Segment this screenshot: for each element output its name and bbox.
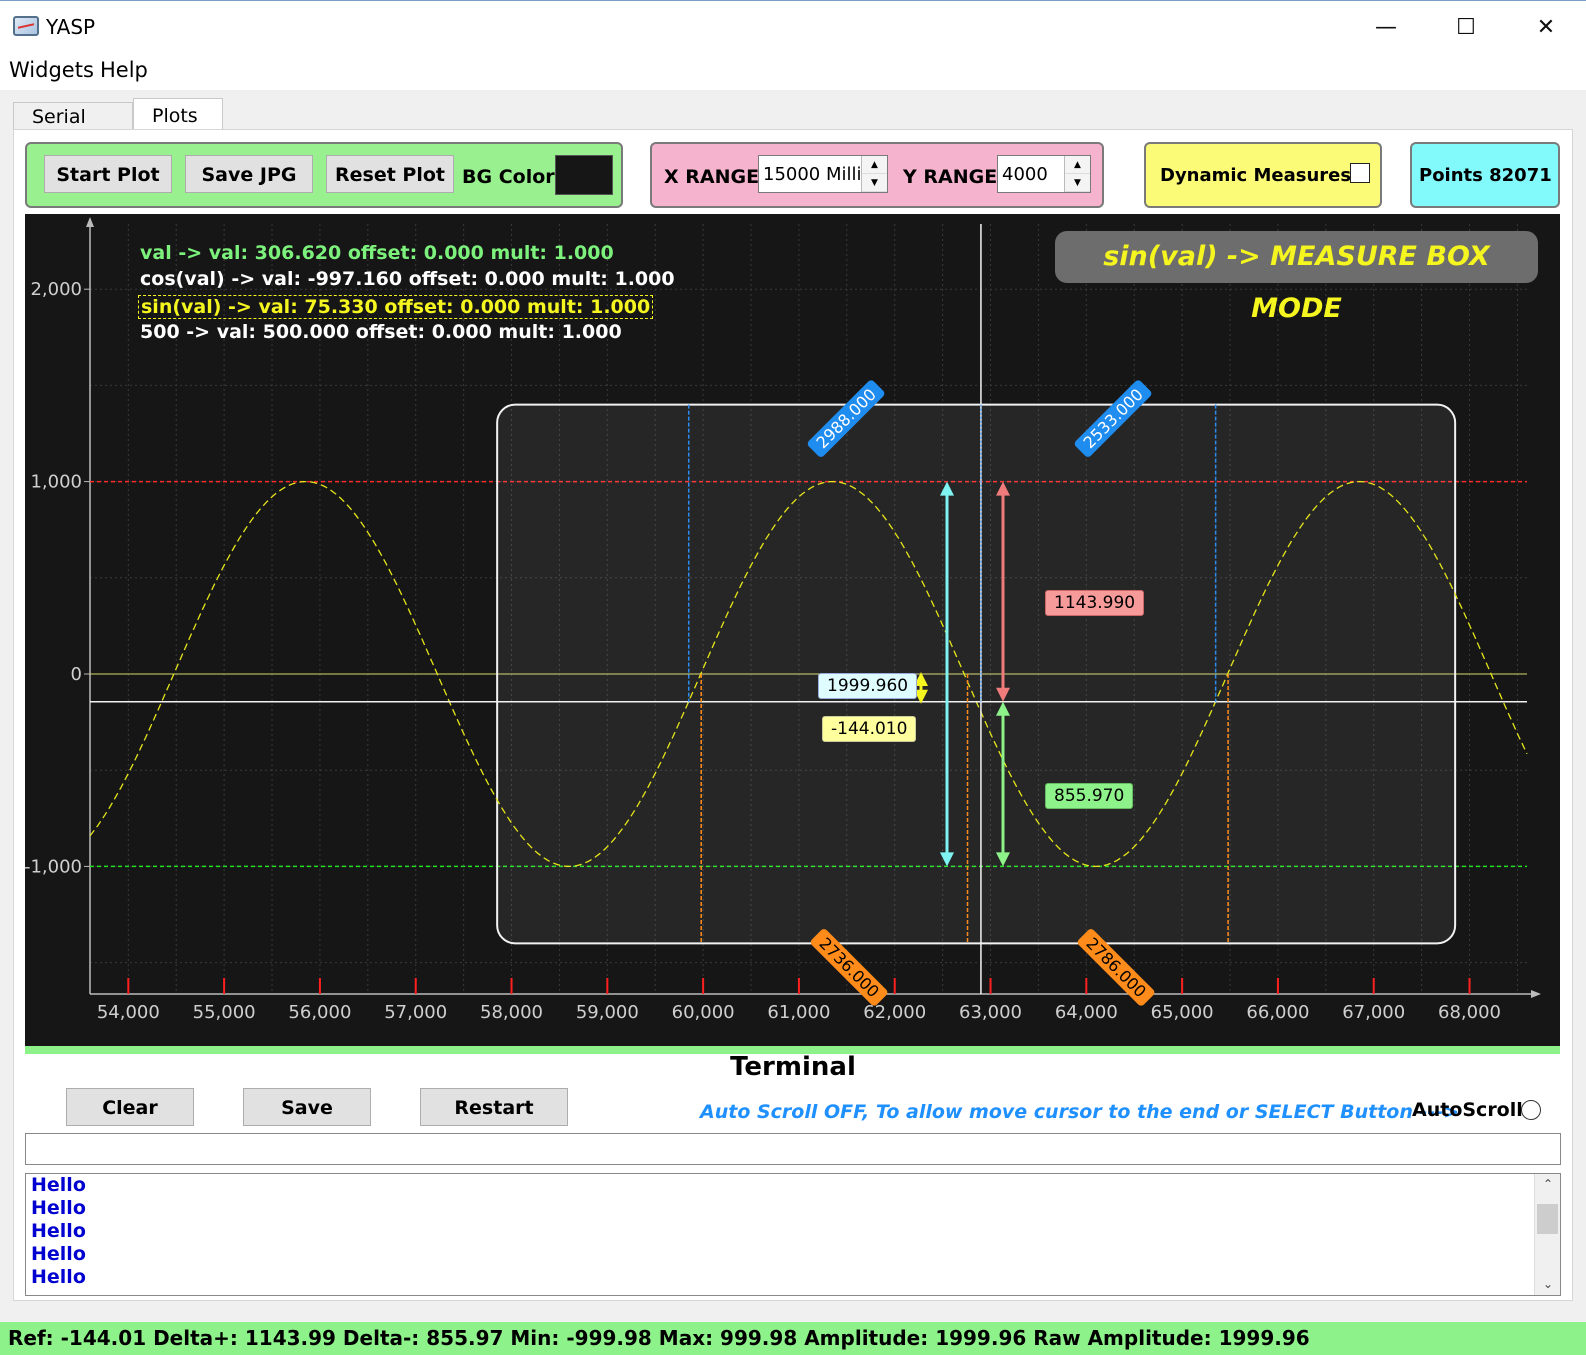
plot-bottom-bar bbox=[25, 1046, 1560, 1054]
x-tick-label: 57,000 bbox=[384, 1002, 447, 1023]
ref-arrow-head-icon bbox=[914, 672, 928, 686]
bg-color-swatch[interactable] bbox=[555, 155, 613, 195]
terminal-scrollbar[interactable]: ⌃ ⌄ bbox=[1534, 1174, 1560, 1295]
y-tick-label: 1,000 bbox=[30, 472, 82, 493]
y-range-spinbox[interactable]: 4000 ▲ ▼ bbox=[997, 155, 1091, 193]
points-counter: Points 82071 bbox=[1419, 165, 1552, 186]
x-tick-label: 68,000 bbox=[1438, 1002, 1501, 1023]
y-range-value: 4000 bbox=[1002, 164, 1048, 185]
terminal-clear-button[interactable]: Clear bbox=[66, 1088, 194, 1126]
x-tick-label: 60,000 bbox=[672, 1002, 735, 1023]
legend-entry[interactable]: 500 -> val: 500.000 offset: 0.000 mult: … bbox=[140, 321, 622, 343]
scrollbar-thumb[interactable] bbox=[1537, 1204, 1558, 1234]
title-bar: YASP — ☐ ✕ bbox=[0, 0, 1586, 54]
dynamic-measures-checkbox[interactable] bbox=[1350, 163, 1370, 183]
scroll-down-arrow-icon[interactable]: ⌄ bbox=[1542, 1277, 1554, 1291]
sin-series-line bbox=[89, 480, 1528, 868]
amplitude-tag: 1999.960 bbox=[818, 673, 918, 699]
points-counter-group bbox=[1410, 142, 1560, 208]
terminal-command-input[interactable] bbox=[25, 1133, 1561, 1165]
legend-entry[interactable]: val -> val: 306.620 offset: 0.000 mult: … bbox=[140, 242, 614, 264]
tab-plots[interactable]: Plots bbox=[133, 98, 223, 130]
x-range-spinbox[interactable]: 15000 Millis ▲ ▼ bbox=[758, 155, 888, 193]
window-title: YASP bbox=[46, 15, 96, 39]
tab-serial-port[interactable]: Serial Port bbox=[13, 102, 133, 150]
delta-minus-arrow-head-icon bbox=[996, 852, 1010, 867]
y-axis-arrow-icon bbox=[86, 217, 94, 227]
restart-device-button[interactable]: Restart Device bbox=[420, 1088, 568, 1155]
dynamic-measures-label: Dynamic Measures bbox=[1160, 165, 1352, 186]
dynamic-measures-group bbox=[1144, 142, 1382, 208]
x-range-label: X RANGE bbox=[664, 166, 760, 188]
legend-entry[interactable]: cos(val) -> val: -997.160 offset: 0.000 … bbox=[140, 268, 675, 290]
terminal-line: Hello bbox=[31, 1243, 86, 1265]
autoscroll-hint: Auto Scroll OFF, To allow move cursor to… bbox=[700, 1101, 1460, 1123]
delta-minus-tag: 855.970 bbox=[1045, 783, 1134, 809]
x-tick-label: 59,000 bbox=[576, 1002, 639, 1023]
app-chart-icon bbox=[13, 16, 39, 36]
plot-area[interactable]: 54,000 55,000 56,000 57,000 58,000 59,000 60,0… bbox=[25, 214, 1560, 1052]
save-jpg-button[interactable]: Save JPG bbox=[185, 155, 313, 193]
y-tick-label: 0 bbox=[71, 664, 82, 685]
terminal-save-button[interactable]: Save bbox=[243, 1088, 371, 1126]
x-tick-label: 58,000 bbox=[480, 1002, 543, 1023]
delta-minus-arrow-head-icon bbox=[996, 701, 1010, 716]
x-range-value: 15000 Millis bbox=[763, 164, 871, 185]
terminal-title: Terminal bbox=[730, 1052, 856, 1082]
menu-widgets[interactable]: Widgets bbox=[9, 58, 94, 82]
x-tick-label: 65,000 bbox=[1151, 1002, 1214, 1023]
x-tick-label: 64,000 bbox=[1055, 1002, 1118, 1023]
x-tick-label: 56,000 bbox=[288, 1002, 351, 1023]
ref-tag: -144.010 bbox=[822, 716, 917, 742]
x-axis-arrow-icon bbox=[1531, 990, 1541, 998]
close-button[interactable]: ✕ bbox=[1536, 15, 1556, 40]
ref-arrow-head-icon bbox=[914, 689, 928, 704]
x-tick-label: 61,000 bbox=[767, 1002, 830, 1023]
y-tick-label: 2,000 bbox=[30, 279, 82, 300]
bg-color-label: BG Color bbox=[462, 166, 555, 188]
y-tick-label: -1,000 bbox=[25, 856, 82, 877]
x-tick-label: 62,000 bbox=[863, 1002, 926, 1023]
menu-help[interactable]: Help bbox=[100, 58, 148, 82]
amplitude-arrow-head-icon bbox=[940, 481, 954, 496]
terminal-output[interactable]: Hello Hello Hello Hello Hello ⌃ ⌄ bbox=[25, 1173, 1561, 1296]
plot-canvas[interactable]: 54,000 55,000 56,000 57,000 58,000 59,000 60,0… bbox=[25, 214, 1560, 1052]
amplitude-arrow-head-icon bbox=[940, 852, 954, 867]
minimize-button[interactable]: — bbox=[1375, 15, 1397, 40]
terminal-line: Hello bbox=[31, 1174, 86, 1196]
measure-box[interactable] bbox=[496, 403, 1457, 945]
terminal-line: Hello bbox=[31, 1197, 86, 1219]
delta-plus-arrow-head-icon bbox=[996, 481, 1010, 496]
terminal-line: Hello bbox=[31, 1220, 86, 1242]
delta-plus-tag: 1143.990 bbox=[1045, 590, 1145, 616]
x-tick-label: 63,000 bbox=[959, 1002, 1022, 1023]
x-tick-label: 66,000 bbox=[1246, 1002, 1309, 1023]
delta-plus-arrow-head-icon bbox=[996, 687, 1010, 702]
autoscroll-radio[interactable] bbox=[1521, 1100, 1541, 1120]
x-tick-label: 54,000 bbox=[97, 1002, 160, 1023]
menu-bar: Widgets Help bbox=[0, 54, 1586, 90]
legend-entry[interactable]: sin(val) -> val: 75.330 offset: 0.000 mu… bbox=[138, 295, 654, 319]
maximize-button[interactable]: ☐ bbox=[1456, 15, 1476, 40]
x-tick-label: 67,000 bbox=[1342, 1002, 1405, 1023]
reset-plot-button[interactable]: Reset Plot bbox=[326, 155, 454, 193]
terminal-line: Hello bbox=[31, 1266, 86, 1288]
scroll-up-arrow-icon[interactable]: ⌃ bbox=[1542, 1177, 1554, 1191]
y-range-label: Y RANGE bbox=[903, 166, 998, 188]
y-range-spin-arrows[interactable]: ▲ ▼ bbox=[1064, 156, 1090, 192]
start-plot-button[interactable]: Start Plot bbox=[44, 155, 172, 193]
autoscroll-label: AutoScroll bbox=[1412, 1099, 1523, 1121]
x-range-spin-arrows[interactable]: ▲ ▼ bbox=[861, 156, 887, 192]
status-bar: Ref: -144.01 Delta+: 1143.99 Delta-: 855… bbox=[0, 1322, 1586, 1355]
x-tick-label: 55,000 bbox=[193, 1002, 256, 1023]
measure-mode-badge: sin(val) -> MEASURE BOX MODE bbox=[1055, 231, 1538, 324]
